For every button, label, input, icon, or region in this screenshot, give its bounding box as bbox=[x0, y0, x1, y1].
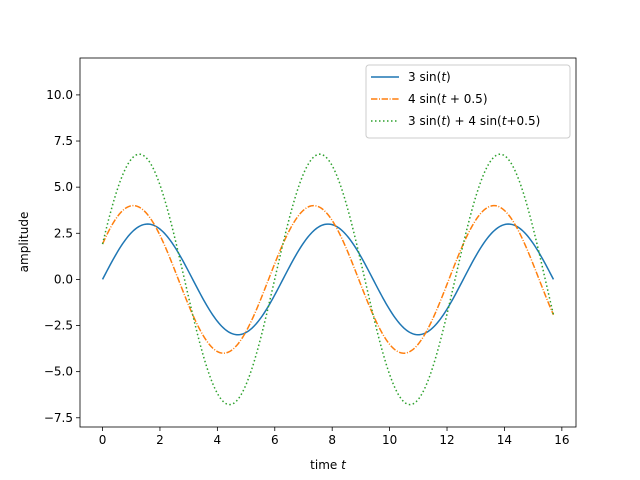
y-axis-label: amplitude bbox=[17, 212, 31, 273]
plot-frame bbox=[79, 57, 577, 428]
y-tick-label: −2.5 bbox=[44, 319, 73, 333]
y-tick-label: 0.0 bbox=[54, 272, 73, 286]
legend-frame bbox=[365, 64, 571, 139]
y-tick-label: −7.5 bbox=[44, 411, 73, 425]
x-tick-label: 0 bbox=[99, 433, 107, 447]
ticks-layer: 0 2 4 6 8 10 12 14 16 −7.5 −5.0 −2.5 0.0 2.5 5.0 7.5 10.… bbox=[44, 88, 570, 447]
y-tick-label: 5.0 bbox=[54, 180, 73, 194]
x-tick-label: 8 bbox=[328, 433, 336, 447]
series-line-1 bbox=[101, 223, 555, 336]
legend: 3 sin(t) 4 sin(t + 0.5) 3 sin(t) + 4 sin(t… bbox=[365, 64, 571, 139]
legend-label-1: 3 sin(t) bbox=[408, 70, 451, 84]
x-tick-label: 2 bbox=[156, 433, 164, 447]
legend-label-3: 3 sin(t) + 4 sin(t+0.5) bbox=[408, 114, 540, 128]
legend-label-2: 4 sin(t + 0.5) bbox=[408, 92, 488, 106]
x-tick-label: 10 bbox=[382, 433, 397, 447]
y-tick-label: 10.0 bbox=[46, 88, 73, 102]
y-tick-label: −5.0 bbox=[44, 365, 73, 379]
y-tick-label: 2.5 bbox=[54, 226, 73, 240]
x-tick-label: 4 bbox=[214, 433, 222, 447]
x-tick-label: 12 bbox=[439, 433, 454, 447]
x-tick-label: 6 bbox=[271, 433, 279, 447]
series-line-2 bbox=[101, 204, 555, 354]
x-tick-label: 16 bbox=[554, 433, 569, 447]
series-layer bbox=[101, 153, 555, 406]
x-axis-label: time t bbox=[310, 458, 347, 472]
x-tick-label: 14 bbox=[497, 433, 512, 447]
y-tick-label: 7.5 bbox=[54, 134, 73, 148]
